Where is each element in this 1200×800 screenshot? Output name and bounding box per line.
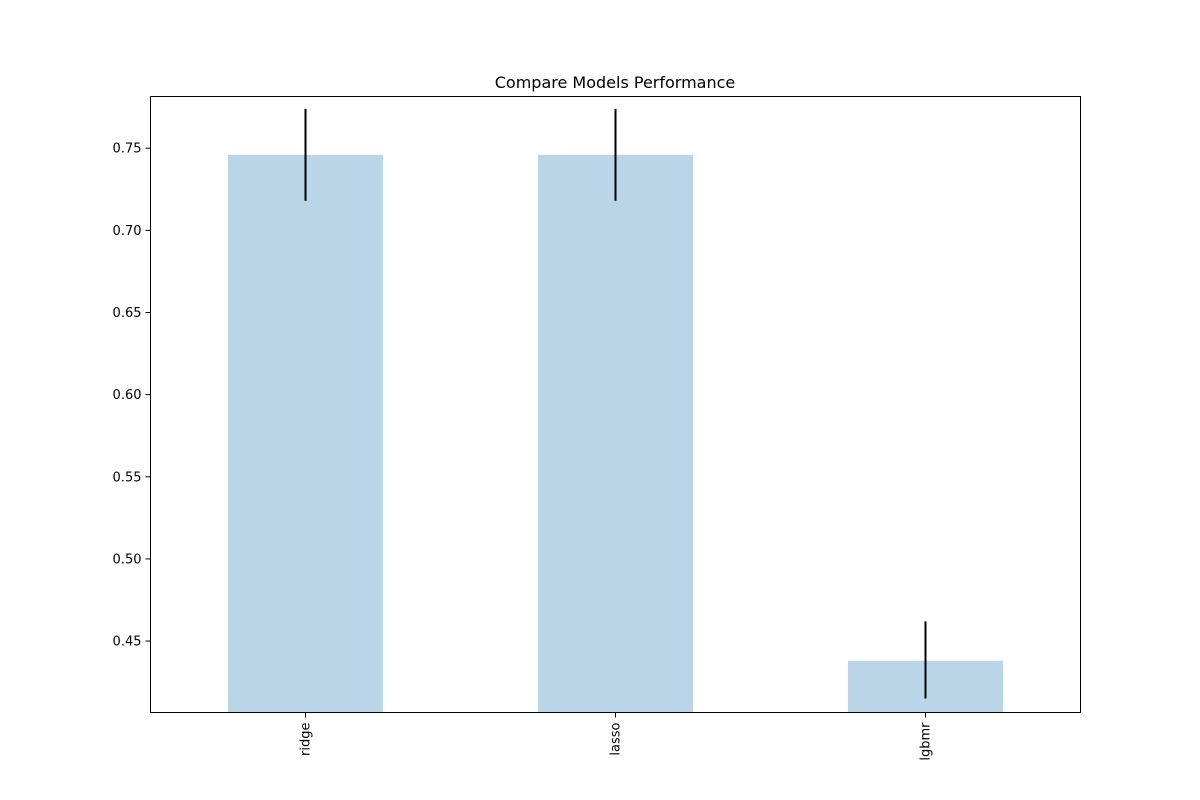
y-tick-label: 0.65 <box>113 306 142 321</box>
chart-title: Compare Models Performance <box>495 73 736 92</box>
bar-lasso <box>538 154 693 713</box>
bar-ridge <box>228 154 383 713</box>
x-axis: ridge lasso lgbmr <box>299 712 934 761</box>
y-tick-label: 0.70 <box>113 224 142 239</box>
y-tick-label: 0.55 <box>113 470 142 485</box>
y-axis: 0.45 0.50 0.55 0.60 0.65 0.70 0.75 <box>113 142 151 650</box>
x-tick-label: lgbmr <box>919 722 934 761</box>
y-tick-label: 0.45 <box>113 635 142 650</box>
x-tick-label: lasso <box>609 722 624 755</box>
y-tick-label: 0.60 <box>113 388 142 403</box>
bars-layer <box>228 154 1003 713</box>
error-bars-layer <box>304 108 927 699</box>
y-tick-label: 0.75 <box>113 142 142 157</box>
x-tick-label: ridge <box>299 723 314 756</box>
y-tick-label: 0.50 <box>113 552 142 567</box>
